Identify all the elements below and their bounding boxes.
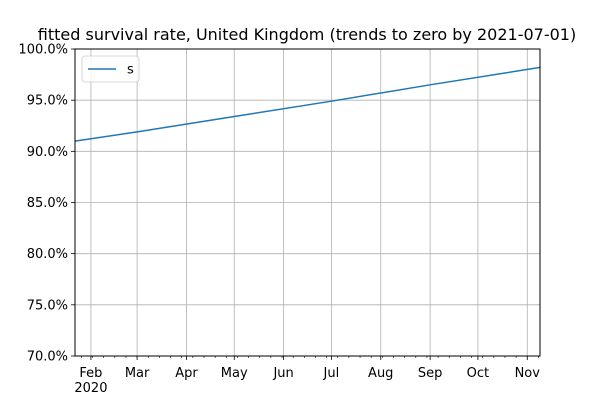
grid [75,48,540,357]
legend: s [81,55,140,83]
y-tick-label: 95.0% [27,94,68,109]
x-tick-label: May [221,366,248,381]
x-tick-label: Aug [368,366,393,381]
chart-title: fitted survival rate, United Kingdom (tr… [38,25,576,44]
y-tick-label: 75.0% [27,298,68,313]
x-tick-label: Nov [515,366,541,381]
x-tick-label: Oct [467,366,489,381]
x-tick-label: Mar [125,366,150,381]
x-tick-label: Sep [418,366,443,381]
ticks: 70.0% 75.0% 80.0% 85.0% 90.0% 95.0% 100.0% Feb2… [18,43,540,397]
x-tick-label: Feb [79,366,102,381]
y-tick-label: 85.0% [27,196,68,211]
x-tick-year-label: 2020 [74,381,107,396]
series-line-s [74,66,541,142]
x-tick-label: Apr [175,366,198,381]
legend-label: s [127,63,134,78]
y-tick-label: 100.0% [18,43,68,58]
x-tick-label: Jul [323,366,340,381]
y-tick-label: 90.0% [27,145,68,160]
x-tick-label: Jun [272,366,293,381]
y-tick-label: 80.0% [27,247,68,262]
series-layer [74,66,541,142]
y-tick-label: 70.0% [27,350,68,365]
